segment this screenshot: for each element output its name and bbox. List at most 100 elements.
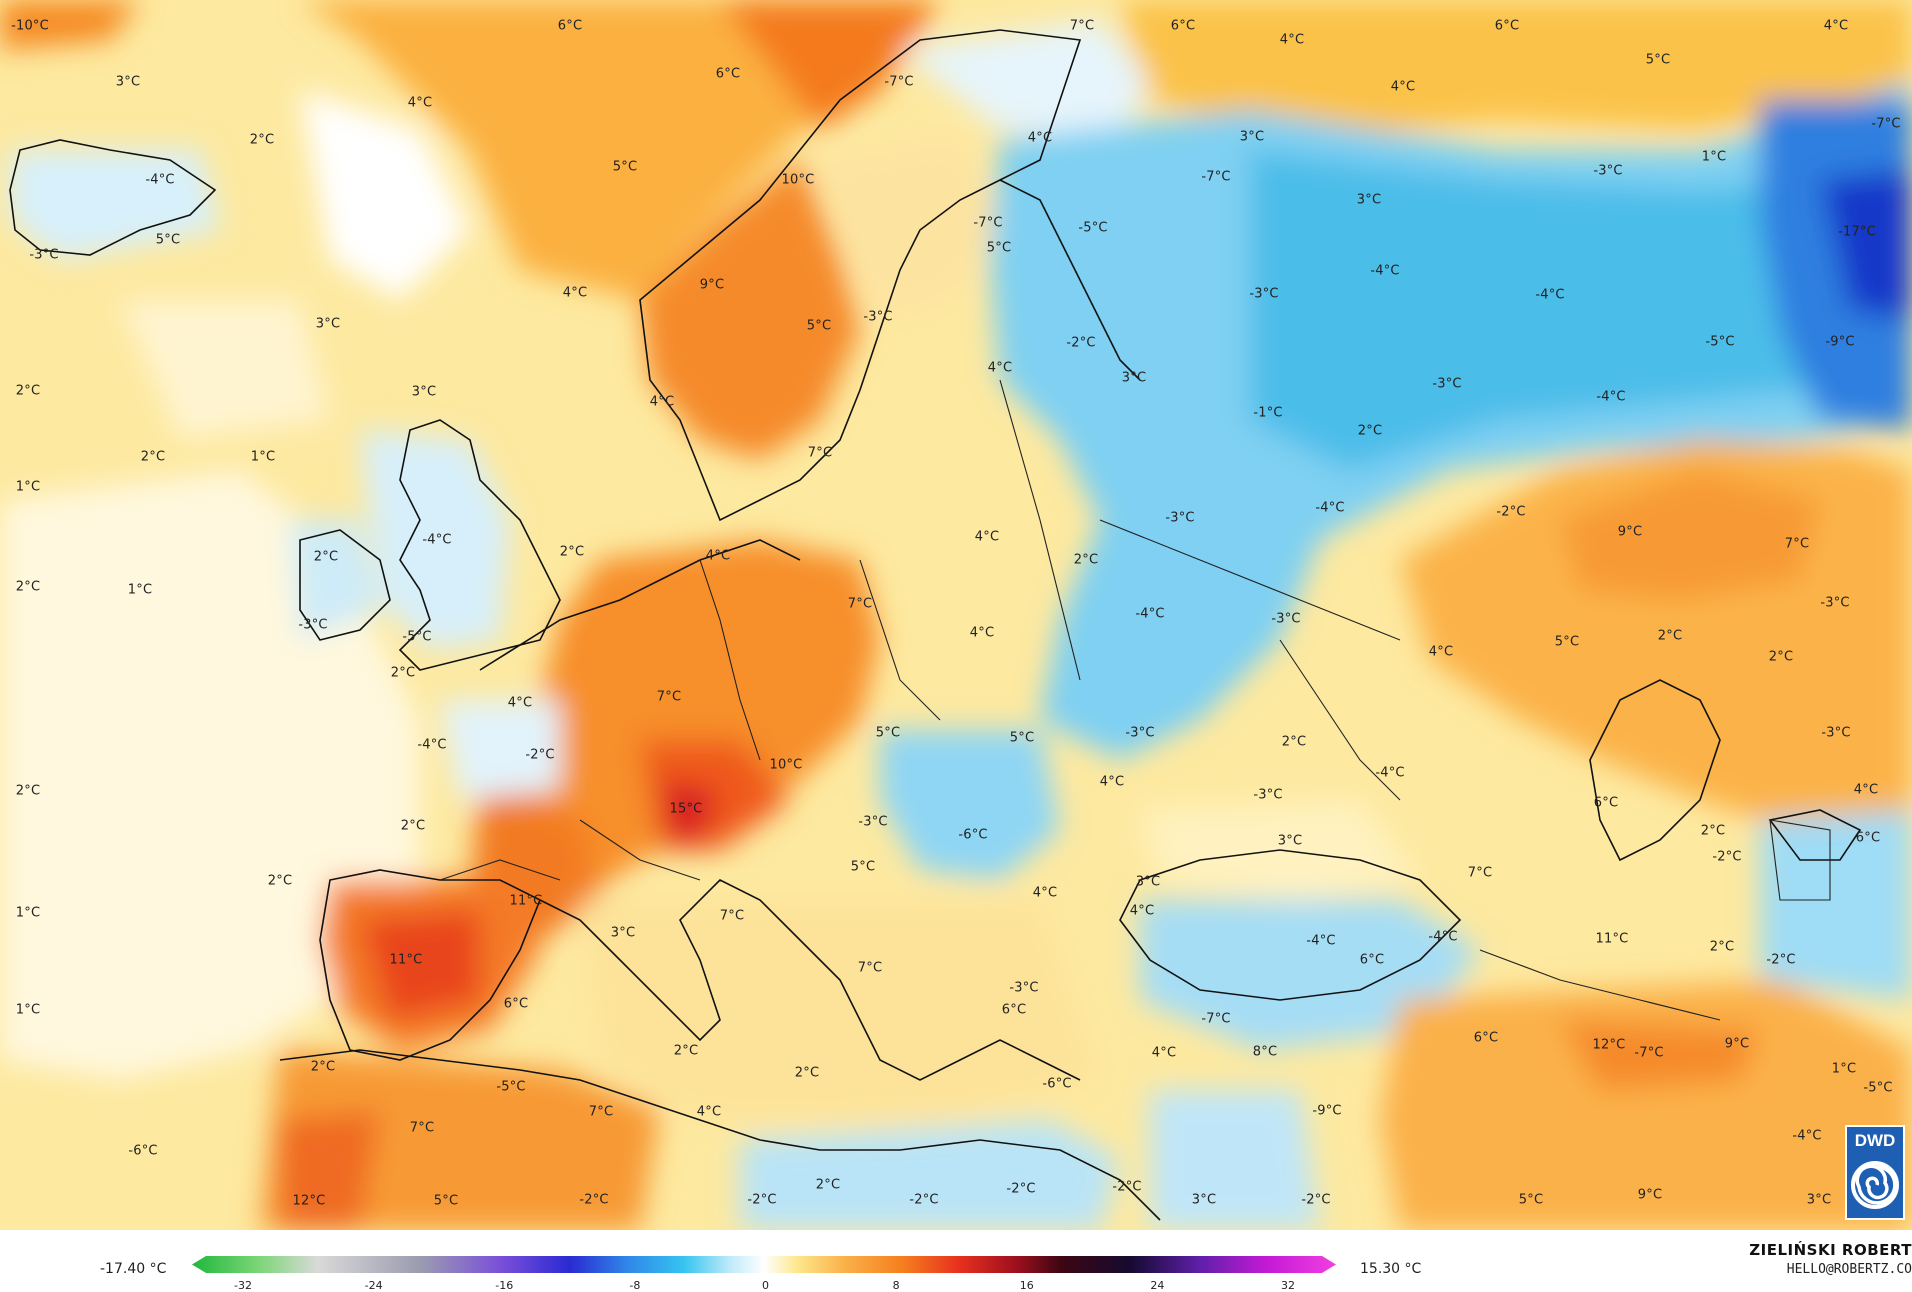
dwd-logo: DWD xyxy=(1845,1125,1905,1220)
author-name: ZIELIŃSKI ROBERT xyxy=(1749,1241,1912,1259)
legend-max-value: 15.30 °C xyxy=(1360,1261,1422,1277)
temperature-label: 4°C xyxy=(1823,18,1849,34)
temperature-label: 3°C xyxy=(1191,1192,1217,1208)
borders xyxy=(439,379,1831,1021)
temperature-label: 12°C xyxy=(1592,1037,1626,1053)
temperature-label: -4°C xyxy=(1370,263,1400,279)
temperature-label: 2°C xyxy=(794,1065,820,1081)
temperature-label: 15°C xyxy=(669,801,703,817)
temperature-label: 2°C xyxy=(1073,552,1099,568)
temperature-label: -5°C xyxy=(1078,220,1108,236)
temperature-label: -3°C xyxy=(1009,980,1039,996)
temperature-label: 5°C xyxy=(875,725,901,741)
scale-tick-label: 24 xyxy=(1150,1279,1165,1292)
temperature-label: 4°C xyxy=(562,285,588,301)
temperature-label: 7°C xyxy=(588,1104,614,1120)
temperature-label: 3°C xyxy=(411,384,437,400)
scale-tick-label: 0 xyxy=(762,1279,769,1292)
temperature-label: -4°C xyxy=(1306,933,1336,949)
temperature-label: 4°C xyxy=(1032,885,1058,901)
scale-tick-label: -32 xyxy=(234,1279,252,1292)
temperature-label: 4°C xyxy=(507,695,533,711)
temperature-label: 9°C xyxy=(1637,1187,1663,1203)
temperature-label: -3°C xyxy=(1821,725,1851,741)
temperature-label: 5°C xyxy=(1518,1192,1544,1208)
temperature-label: -6°C xyxy=(1042,1076,1072,1092)
temperature-label: 5°C xyxy=(850,859,876,875)
temperature-label: 2°C xyxy=(559,544,585,560)
temperature-label: -3°C xyxy=(1271,611,1301,627)
temperature-label: -4°C xyxy=(1135,606,1165,622)
temperature-label: 7°C xyxy=(857,960,883,976)
temperature-label: 3°C xyxy=(1806,1192,1832,1208)
temperature-label: -3°C xyxy=(1249,286,1279,302)
temperature-label: 7°C xyxy=(1069,18,1095,34)
temperature-label: 10°C xyxy=(781,172,815,188)
temperature-label: 2°C xyxy=(1357,423,1383,439)
temperature-label: 9°C xyxy=(1617,524,1643,540)
temperature-label: 4°C xyxy=(1853,782,1879,798)
temperature-label: 2°C xyxy=(249,132,275,148)
temperature-label: 6°C xyxy=(1001,1002,1027,1018)
color-scale xyxy=(192,1256,1336,1273)
temperature-label: -3°C xyxy=(858,814,888,830)
scale-tick-label: -8 xyxy=(629,1279,641,1292)
temperature-label: 4°C xyxy=(1390,79,1416,95)
temperature-label: 4°C xyxy=(987,360,1013,376)
temperature-label: 2°C xyxy=(1657,628,1683,644)
temperature-label: 2°C xyxy=(1700,823,1726,839)
temperature-label: -3°C xyxy=(863,309,893,325)
temperature-label: -2°C xyxy=(1301,1192,1331,1208)
temperature-label: 5°C xyxy=(433,1193,459,1209)
temperature-label: -7°C xyxy=(973,215,1003,231)
temperature-label: 6°C xyxy=(557,18,583,34)
temperature-label: 7°C xyxy=(1784,536,1810,552)
temperature-label: -3°C xyxy=(1165,510,1195,526)
temperature-label: -4°C xyxy=(1535,287,1565,303)
temperature-label: 2°C xyxy=(267,873,293,889)
temperature-label: 2°C xyxy=(815,1177,841,1193)
temperature-label: 5°C xyxy=(1554,634,1580,650)
temperature-label: 1°C xyxy=(15,1002,41,1018)
temperature-label: 8°C xyxy=(1252,1044,1278,1060)
temperature-label: -2°C xyxy=(1766,952,1796,968)
temperature-label: 7°C xyxy=(656,689,682,705)
temperature-label: 3°C xyxy=(1135,874,1161,890)
temperature-label: 6°C xyxy=(503,996,529,1012)
temperature-label: 2°C xyxy=(140,449,166,465)
temperature-label: 11°C xyxy=(389,952,423,968)
temperature-map: -10°C 6°C 3°C 6°C 4°C 2°C 5°C -4°C 10°C 5°C -3°C 4°… xyxy=(0,0,1912,1230)
temperature-label: -9°C xyxy=(1825,334,1855,350)
temperature-label: -7°C xyxy=(1634,1045,1664,1061)
temperature-label: -3°C xyxy=(29,247,59,263)
temperature-label: -4°C xyxy=(145,172,175,188)
temperature-label: -2°C xyxy=(1112,1179,1142,1195)
temperature-label: 7°C xyxy=(807,445,833,461)
temperature-label: 2°C xyxy=(673,1043,699,1059)
temperature-label: -6°C xyxy=(128,1143,158,1159)
temperature-label: -5°C xyxy=(1863,1080,1893,1096)
author-email: HELLO@ROBERTZ.CO xyxy=(1786,1262,1912,1277)
temperature-label: 10°C xyxy=(769,757,803,773)
temperature-label: 4°C xyxy=(1129,903,1155,919)
temperature-label: -7°C xyxy=(1201,1011,1231,1027)
temperature-label: 2°C xyxy=(15,783,41,799)
temperature-label: 3°C xyxy=(1121,370,1147,386)
temperature-label: -2°C xyxy=(1066,335,1096,351)
scale-tick-label: 8 xyxy=(892,1279,900,1292)
temperature-label: 2°C xyxy=(400,818,426,834)
temperature-label: 4°C xyxy=(1027,130,1053,146)
temperature-label: 5°C xyxy=(1009,730,1035,746)
temperature-label: 11°C xyxy=(509,893,543,909)
temperature-label: -17°C xyxy=(1838,224,1876,240)
temperature-label: -5°C xyxy=(496,1079,526,1095)
temperature-label: 5°C xyxy=(806,318,832,334)
temperature-label: -2°C xyxy=(909,1192,939,1208)
temperature-label: -2°C xyxy=(525,747,555,763)
temperature-label: 2°C xyxy=(310,1059,336,1075)
temperature-label: 3°C xyxy=(315,316,341,332)
scale-tick-label: 16 xyxy=(1019,1279,1034,1292)
scale-tick-label: 32 xyxy=(1281,1279,1295,1292)
temperature-label: -4°C xyxy=(1792,1128,1822,1144)
temperature-label: 4°C xyxy=(1428,644,1454,660)
